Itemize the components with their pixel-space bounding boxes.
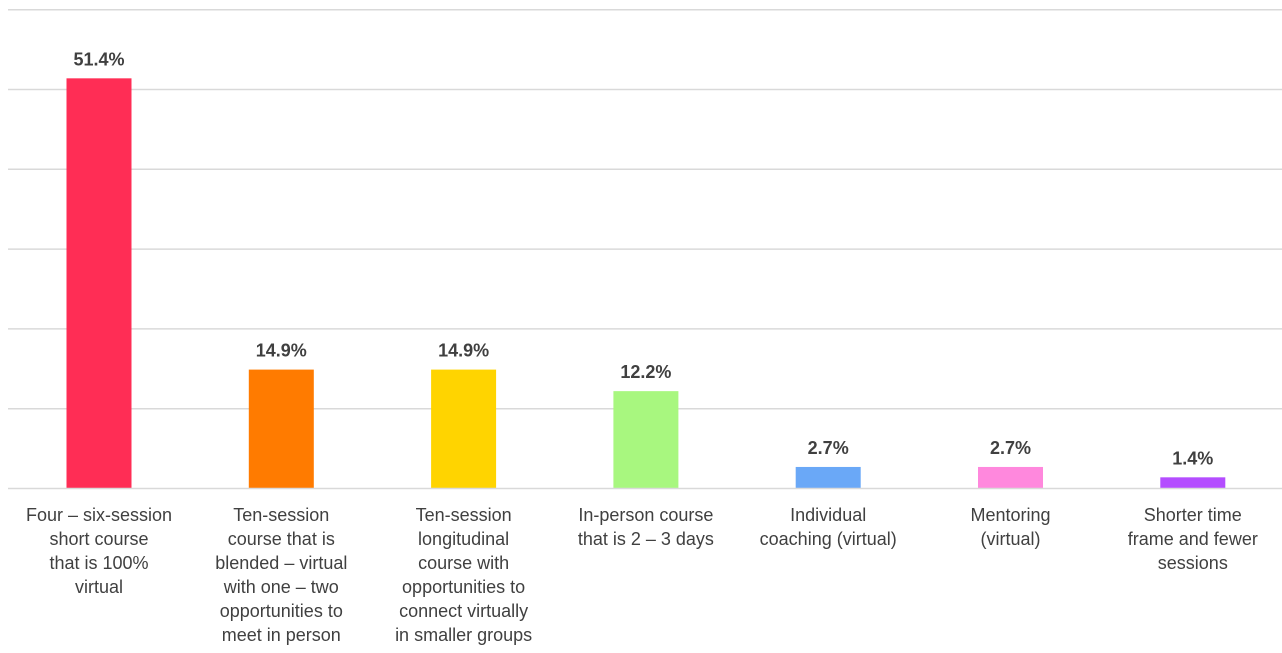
data-label: 2.7% <box>808 438 849 458</box>
category-label-line: opportunities to <box>402 577 526 597</box>
category-label-line: blended – virtual <box>215 553 348 573</box>
category-label-line: meet in person <box>221 625 341 645</box>
category-label: Ten-session course that is blended – virtu… <box>193 503 369 647</box>
data-label: 1.4% <box>1172 448 1213 468</box>
category-label: Shorter time frame and fewer sessions <box>1105 503 1281 575</box>
bar <box>248 369 314 489</box>
data-label: 12.2% <box>620 362 671 382</box>
category-label-line: In-person course <box>578 505 714 525</box>
bar <box>978 466 1043 489</box>
category-label-line: Individual <box>790 505 867 525</box>
category-label-line: opportunities to <box>219 601 343 621</box>
bar <box>613 391 679 489</box>
category-label-line: that is 2 – 3 days <box>577 529 714 549</box>
category-label-line: Mentoring <box>970 505 1051 525</box>
category-label-line: Four – six-session <box>25 505 173 525</box>
data-label: 14.9% <box>256 341 307 361</box>
data-label: 2.7% <box>990 438 1031 458</box>
category-label: Four – six-session short course that is 10… <box>11 503 187 599</box>
category-label-line: sessions <box>1157 553 1228 573</box>
category-label-line: Shorter time <box>1143 505 1242 525</box>
category-label-line: with one – two <box>223 577 339 597</box>
category-label-line: Ten-session <box>415 505 512 525</box>
category-label-line: coaching (virtual) <box>759 529 897 549</box>
bar <box>795 466 861 489</box>
category-label-line: virtual <box>74 577 123 597</box>
category-label-line: longitudinal <box>418 529 510 549</box>
category-label-line: (virtual) <box>980 529 1041 549</box>
category-label-line: that is 100% <box>49 553 149 573</box>
bar <box>1160 477 1226 489</box>
category-label: Mentoring (virtual) <box>923 503 1099 551</box>
category-label: Individual coaching (virtual) <box>740 503 916 551</box>
category-label-line: frame and fewer <box>1127 529 1258 549</box>
bar <box>431 369 497 489</box>
category-label: In-person course that is 2 – 3 days <box>558 503 734 551</box>
category-label-line: connect virtually <box>399 601 529 621</box>
category-label-line: course with <box>418 553 510 573</box>
data-label: 14.9% <box>438 341 489 361</box>
category-label-line: short course <box>49 529 149 549</box>
category-label-line: Ten-session <box>233 505 330 525</box>
category-label-line: in smaller groups <box>395 625 533 645</box>
category-label-line: course that is <box>227 529 335 549</box>
category-label: Ten-session longitudinal course with opport… <box>376 503 552 647</box>
bar <box>66 78 132 489</box>
data-label: 51.4% <box>73 49 124 69</box>
